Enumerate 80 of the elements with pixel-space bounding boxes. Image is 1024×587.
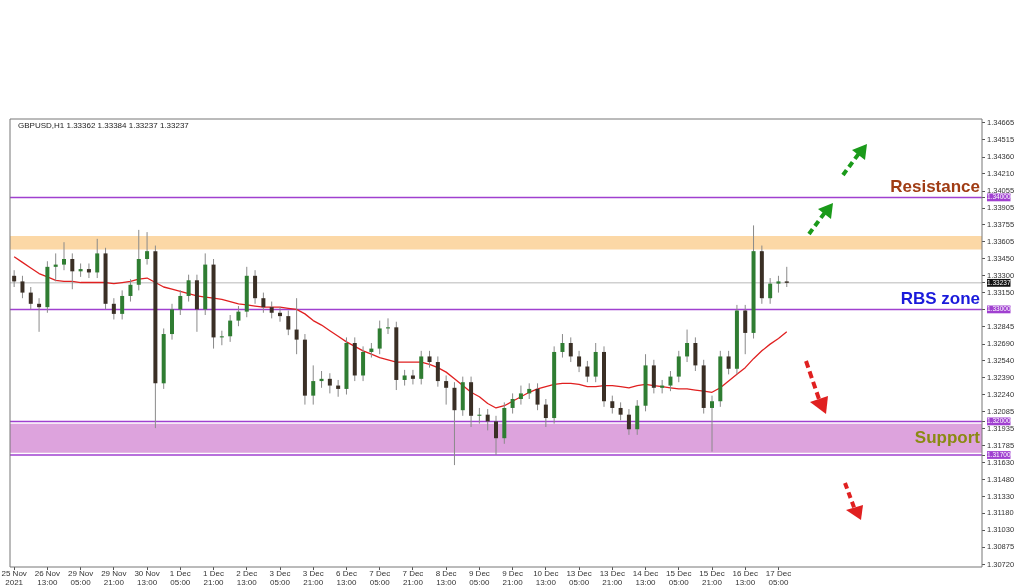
x-tick-label: 26 Nov 13:00: [34, 569, 61, 587]
candlestick: [726, 350, 731, 375]
x-tick-label: 9 Dec 05:00: [468, 569, 490, 587]
candlestick: [70, 252, 75, 290]
x-tick-label: 10 Dec 13:00: [533, 569, 559, 587]
candlestick: [560, 333, 565, 359]
candlestick: [294, 297, 299, 355]
candlestick: [410, 369, 415, 385]
candlestick: [444, 374, 449, 406]
candlestick: [37, 297, 42, 333]
candlestick: [186, 274, 191, 303]
x-tick-label: 7 Dec 21:00: [402, 569, 424, 587]
candlestick: [261, 292, 266, 314]
candlestick: [311, 364, 316, 406]
candlestick: [494, 415, 498, 456]
candlestick: [435, 355, 440, 388]
band-label: Support: [914, 427, 981, 447]
candlestick: [568, 336, 573, 363]
candlestick: [577, 350, 582, 373]
candlestick: [535, 382, 540, 411]
candlestick: [20, 275, 25, 299]
candlestick: [518, 385, 523, 406]
ref-line-label: RBS zone: [900, 288, 980, 308]
candlestick: [128, 278, 133, 303]
candlestick: [710, 395, 714, 453]
candlestick: [676, 350, 681, 383]
candlestick: [743, 304, 748, 355]
candlestick: [86, 262, 91, 279]
candlestick: [386, 317, 390, 335]
x-tick-label: 29 Nov 05:00: [67, 569, 94, 587]
candlestick: [685, 329, 690, 363]
x-tick-label: 9 Dec 21:00: [502, 569, 524, 587]
candlestick: [111, 297, 116, 320]
x-tick-label: 3 Dec 21:00: [302, 569, 324, 587]
candlestick: [651, 359, 656, 394]
candlestick: [784, 266, 789, 288]
candlestick: [668, 370, 673, 392]
x-tick-label: 8 Dec 13:00: [435, 569, 457, 587]
candlestick: [278, 306, 282, 323]
candlestick: [178, 289, 183, 316]
x-tick-label: 29 Nov 21:00: [101, 569, 127, 587]
x-tick-label: 17 Dec 05:00: [765, 569, 792, 587]
x-tick-label: 6 Dec 13:00: [336, 569, 358, 587]
candlestick: [693, 336, 698, 372]
candlestick: [228, 314, 233, 343]
ref-line-label: Resistance: [890, 176, 980, 196]
x-tick-label: 7 Dec 05:00: [369, 569, 391, 587]
x-tick-label: 3 Dec 05:00: [269, 569, 291, 587]
candlestick: [626, 408, 631, 436]
x-tick-label: 13 Dec 21:00: [599, 569, 625, 587]
candlestick: [452, 381, 457, 466]
candlestick: [635, 399, 640, 436]
candlestick: [120, 289, 125, 320]
x-tick-label: 30 Nov 13:00: [134, 569, 160, 587]
x-tick-label: 15 Dec 05:00: [666, 569, 692, 587]
candlestick: [585, 360, 590, 383]
candlestick: [253, 269, 258, 305]
candlestick: [543, 398, 548, 428]
x-tick-label: 14 Dec 13:00: [632, 569, 659, 587]
x-tick-label: 1 Dec 05:00: [169, 569, 191, 587]
candlestick: [768, 277, 773, 305]
candlestick: [510, 392, 515, 415]
candlestick: [327, 372, 332, 394]
candlestick: [62, 241, 66, 271]
x-tick-label: 15 Dec 21:00: [699, 569, 725, 587]
x-tick-label: 25 Nov 2021: [1, 569, 27, 587]
x-tick-label: 16 Dec 13:00: [732, 569, 758, 587]
x-tick-label: 13 Dec 05:00: [566, 569, 592, 587]
candlestick: [28, 286, 33, 310]
x-tick-label: 1 Dec 21:00: [203, 569, 225, 587]
candlestick: [477, 407, 482, 425]
candlestick: [145, 231, 150, 266]
candlestick: [286, 310, 291, 336]
candlestick: [377, 320, 382, 355]
chart-title: GBPUSD,H1 1.33362 1.33384 1.33237 1.33237: [18, 121, 190, 131]
candlestick: [419, 350, 424, 385]
candlestick: [361, 345, 366, 382]
candlestick: [236, 305, 241, 327]
x-tick-label: 2 Dec 13:00: [236, 569, 258, 587]
candlestick: [95, 238, 100, 279]
